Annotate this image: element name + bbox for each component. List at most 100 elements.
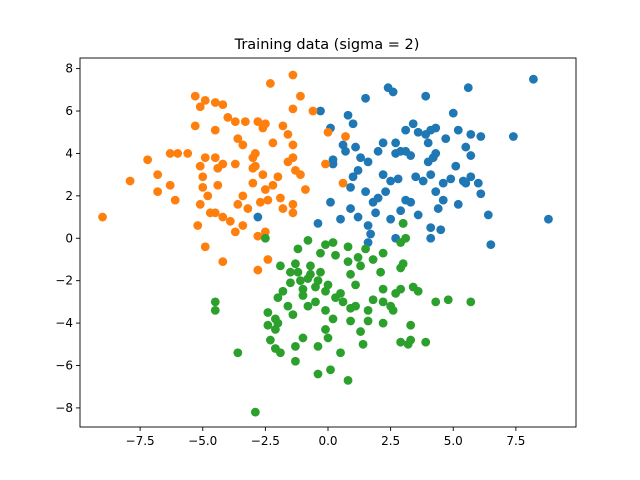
data-point-series-1	[353, 166, 363, 175]
data-point-series-2	[268, 180, 278, 190]
data-point-series-1	[391, 138, 401, 148]
data-point-series-2	[296, 170, 305, 180]
data-point-series-1	[378, 170, 388, 180]
data-point-series-2	[200, 96, 210, 105]
data-point-series-1	[406, 197, 416, 207]
x-tick-label: −7.5	[126, 434, 155, 448]
data-point-series-3	[316, 267, 325, 277]
data-point-series-1	[453, 199, 463, 209]
data-point-series-1	[363, 221, 373, 230]
data-point-series-1	[366, 229, 375, 239]
data-point-series-1	[346, 204, 355, 213]
data-point-series-1	[544, 214, 553, 224]
data-point-series-2	[165, 180, 175, 190]
data-point-series-1	[466, 129, 476, 139]
data-point-series-1	[341, 146, 350, 156]
data-point-series-1	[328, 159, 338, 169]
data-point-series-1	[461, 142, 471, 152]
data-point-series-1	[428, 153, 438, 163]
data-point-series-3	[343, 257, 353, 266]
x-tick-label: 0.0	[318, 434, 337, 448]
data-point-series-3	[298, 291, 308, 300]
data-point-series-2	[230, 227, 240, 237]
data-point-series-1	[438, 178, 448, 188]
data-point-series-2	[233, 199, 243, 209]
data-point-series-2	[253, 231, 263, 241]
data-point-series-1	[426, 170, 436, 180]
data-point-series-3	[363, 305, 373, 315]
data-point-series-3	[368, 295, 378, 305]
y-tick-label: 8	[65, 62, 73, 76]
data-point-series-3	[378, 284, 388, 294]
data-point-series-3	[396, 263, 406, 273]
data-point-series-2	[341, 132, 350, 141]
data-point-series-3	[270, 325, 280, 334]
data-point-series-1	[466, 151, 476, 160]
data-point-series-2	[248, 153, 258, 163]
y-tick-label: −6	[55, 359, 73, 373]
data-point-series-3	[378, 318, 388, 328]
data-point-series-2	[263, 195, 273, 205]
data-point-series-2	[323, 127, 333, 137]
data-point-series-3	[278, 286, 288, 296]
data-point-series-1	[441, 134, 451, 143]
data-point-series-2	[288, 104, 298, 114]
data-point-series-3	[343, 375, 353, 385]
data-point-series-1	[408, 119, 418, 129]
data-point-series-3	[356, 327, 365, 336]
data-point-series-2	[213, 180, 223, 190]
data-point-series-1	[476, 132, 486, 141]
data-point-series-2	[233, 134, 243, 143]
data-point-series-2	[153, 187, 163, 197]
data-point-series-2	[288, 70, 298, 80]
data-point-series-3	[376, 267, 386, 277]
data-point-series-1	[391, 149, 401, 158]
data-point-series-3	[321, 286, 330, 296]
data-point-series-3	[321, 305, 330, 315]
data-point-series-1	[486, 240, 496, 250]
data-point-series-2	[195, 199, 205, 209]
data-point-series-3	[406, 320, 416, 330]
data-point-series-2	[173, 149, 183, 158]
data-point-series-2	[253, 117, 263, 127]
data-point-series-2	[240, 117, 250, 127]
data-point-series-3	[265, 335, 275, 345]
data-point-series-1	[529, 74, 538, 84]
data-point-series-3	[303, 274, 313, 283]
data-point-series-1	[326, 197, 335, 207]
data-point-series-3	[326, 365, 335, 375]
x-tick-label: 5.0	[444, 434, 463, 448]
data-point-series-1	[483, 210, 493, 220]
data-point-series-3	[296, 276, 305, 286]
data-point-series-2	[210, 153, 220, 163]
data-point-series-3	[276, 348, 285, 358]
data-point-series-2	[225, 216, 235, 226]
data-point-series-3	[346, 303, 355, 313]
data-point-series-2	[195, 102, 205, 112]
data-point-series-3	[421, 337, 431, 347]
data-point-series-1	[346, 182, 355, 192]
data-point-series-2	[153, 170, 163, 180]
data-point-series-2	[210, 98, 220, 107]
x-tick-label: −5.0	[188, 434, 217, 448]
x-tick-label: −2.5	[251, 434, 280, 448]
data-point-series-3	[303, 301, 313, 311]
data-point-series-3	[346, 269, 355, 279]
data-point-series-3	[316, 248, 325, 258]
data-point-series-2	[260, 185, 270, 194]
data-point-series-2	[243, 204, 253, 213]
data-point-series-3	[323, 333, 333, 343]
data-point-series-3	[331, 293, 340, 303]
data-point-series-3	[293, 267, 303, 277]
data-point-series-1	[433, 204, 443, 213]
data-point-series-1	[423, 138, 433, 148]
data-point-series-3	[396, 284, 406, 294]
data-point-series-2	[210, 125, 220, 135]
data-point-series-3	[431, 297, 441, 307]
data-point-series-1	[426, 233, 436, 243]
data-point-series-1	[453, 125, 463, 135]
data-point-series-3	[356, 261, 365, 271]
data-point-series-3	[336, 348, 345, 358]
data-point-series-3	[388, 305, 398, 315]
